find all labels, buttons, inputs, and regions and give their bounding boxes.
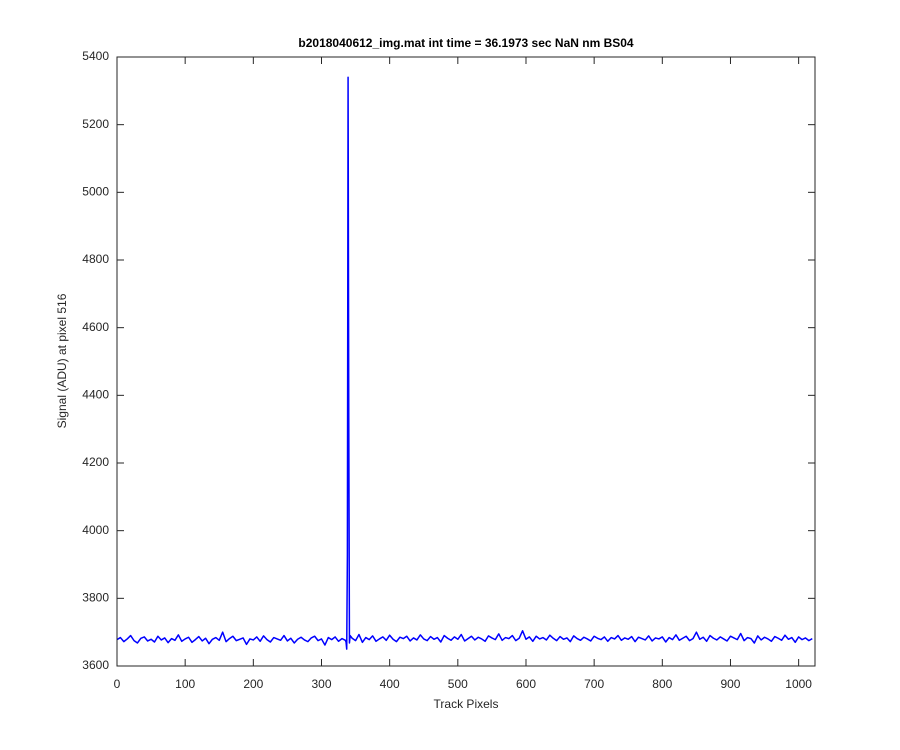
y-tick-label: 3600	[82, 658, 109, 672]
y-tick-label: 3800	[82, 591, 109, 605]
x-axis-label: Track Pixels	[434, 697, 499, 711]
x-tick-label: 900	[720, 677, 740, 691]
x-tick-label: 0	[114, 677, 121, 691]
x-tick-label: 300	[311, 677, 331, 691]
x-tick-label: 1000	[785, 677, 812, 691]
y-tick-label: 4600	[82, 320, 109, 334]
data-line	[116, 76, 813, 650]
y-tick-label: 5200	[82, 117, 109, 131]
x-tick-label: 100	[175, 677, 195, 691]
y-tick-label: 4200	[82, 455, 109, 469]
x-tick-label: 700	[584, 677, 604, 691]
chart-title: b2018040612_img.mat int time = 36.1973 s…	[298, 36, 634, 50]
y-tick-label: 4800	[82, 252, 109, 266]
y-tick-label: 4000	[82, 523, 109, 537]
x-tick-label: 800	[652, 677, 672, 691]
y-tick-label: 4400	[82, 388, 109, 402]
x-tick-label: 500	[448, 677, 468, 691]
y-axis-label: Signal (ADU) at pixel 516	[55, 293, 69, 428]
y-tick-label: 5000	[82, 185, 109, 199]
plot-frame	[116, 56, 816, 667]
x-tick-label: 400	[380, 677, 400, 691]
x-tick-label: 200	[243, 677, 263, 691]
y-tick-label: 5400	[82, 49, 109, 63]
x-tick-label: 600	[516, 677, 536, 691]
